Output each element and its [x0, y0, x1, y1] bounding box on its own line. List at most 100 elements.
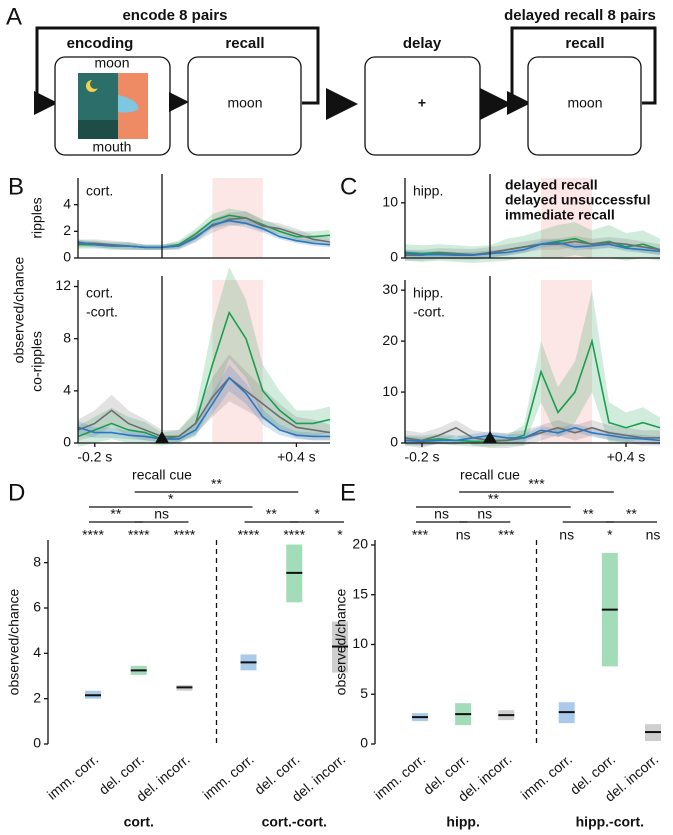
significance: ****	[283, 527, 305, 543]
y-tick-label: 0	[390, 434, 398, 450]
y-tick-label: 10	[352, 635, 368, 651]
loop-line	[35, 26, 320, 105]
category-label: imm. corr.	[371, 751, 428, 803]
series-line	[77, 219, 331, 249]
box-title: encoding	[67, 35, 134, 52]
bracket-label: **	[626, 506, 637, 522]
y-tick-label: 15	[352, 585, 368, 601]
cue-marker	[155, 431, 169, 443]
y-tick-label: 5	[360, 685, 368, 701]
significance: ****	[128, 527, 150, 543]
subplot-label: hipp.	[413, 285, 443, 301]
series-line	[77, 310, 331, 440]
y-tick-label: 4	[33, 644, 41, 660]
significance: ****	[174, 527, 196, 543]
error-band	[405, 290, 660, 447]
group-label: hipp.-cort.	[576, 814, 644, 830]
group-label: hipp.	[446, 814, 479, 830]
bracket-label: **	[211, 476, 222, 492]
group-label: cort.-cort.	[262, 814, 327, 830]
box-title: recall	[225, 35, 264, 52]
box-title: delay	[403, 35, 442, 52]
loop-line	[510, 26, 657, 105]
subplot-label: -cort.	[413, 304, 445, 320]
category-label: imm. corr.	[199, 751, 256, 803]
x-tick-label: -0.2 s	[77, 449, 112, 465]
subplot-label: -cort.	[86, 304, 118, 320]
subplot-label: cort.	[86, 285, 113, 301]
y-tick-label: 20	[382, 332, 398, 348]
series-line	[404, 241, 661, 257]
error-band	[78, 208, 330, 250]
bracket-label: ns	[154, 506, 169, 522]
cue-label: recall cue	[132, 467, 192, 483]
y-axis-label: ripples	[29, 197, 45, 238]
series-line	[404, 426, 660, 442]
word: mouth	[93, 139, 132, 155]
bracket-label: ***	[528, 476, 545, 492]
error-band	[78, 364, 330, 442]
legend-entry: immediate recall	[505, 207, 615, 223]
panel-letter: C	[340, 173, 357, 200]
y-tick-label: 0	[63, 249, 71, 265]
y-axis-label: observed/chance	[11, 256, 27, 363]
y-tick-label: 10	[382, 194, 398, 210]
series-line	[77, 376, 331, 438]
y-tick-label: 10	[382, 383, 398, 399]
highlight-window	[541, 280, 592, 443]
y-tick-label: 8	[33, 553, 41, 569]
word: moon	[227, 95, 262, 111]
y-tick-label: 4	[63, 195, 71, 211]
y-tick-label: 0	[63, 434, 71, 450]
bracket-label: ns	[434, 506, 449, 522]
loop-label: encode 8 pairs	[122, 7, 227, 24]
significance: ***	[412, 527, 429, 543]
series-line	[77, 376, 330, 440]
significance: *	[337, 527, 343, 543]
illustration	[78, 73, 148, 139]
y-tick-label: 20	[352, 536, 368, 552]
bracket-label: **	[266, 506, 277, 522]
x-tick-label: -0.2 s	[404, 449, 439, 465]
y-tick-label: 30	[382, 281, 398, 297]
panel-letter: E	[340, 479, 356, 506]
subplot-label: hipp.	[413, 183, 443, 199]
x-tick-label: +0.4 s	[277, 449, 316, 465]
y-tick-label: 8	[63, 329, 71, 345]
subplot-label: cort.	[86, 183, 113, 199]
fixation: +	[418, 95, 426, 111]
legend-entry: delayed recall	[505, 177, 598, 193]
bracket-label: ns	[477, 506, 492, 522]
legend-entry: delayed unsuccessful	[505, 192, 651, 208]
y-tick-label: 0	[390, 249, 398, 265]
y-tick-label: 12	[55, 277, 71, 293]
cue-marker	[483, 431, 497, 443]
loop-label: delayed recall 8 pairs	[504, 7, 656, 24]
error-band	[405, 222, 660, 263]
y-axis-label: observed/chance	[6, 588, 22, 695]
category-label: imm. corr.	[44, 751, 101, 803]
word: moon	[567, 95, 602, 111]
x-tick-label: +0.4 s	[607, 449, 646, 465]
word: moon	[94, 55, 129, 71]
significance: ns	[456, 527, 471, 543]
y-tick-label: 0	[33, 735, 41, 751]
bracket-label: **	[583, 506, 594, 522]
error-band	[78, 216, 330, 250]
series-line	[404, 426, 661, 443]
significance: ****	[82, 527, 104, 543]
y-tick-label: 4	[63, 382, 71, 398]
y-tick-label: 2	[63, 222, 71, 238]
significance: ns	[646, 527, 661, 543]
panel-letter: D	[8, 479, 25, 506]
group-label: cort.	[124, 814, 154, 830]
box-title: recall	[565, 35, 604, 52]
panel-letter: A	[6, 3, 22, 30]
bracket-label: **	[488, 491, 499, 507]
significance: *	[607, 527, 613, 543]
cue-label: recall cue	[460, 467, 520, 483]
series-line	[405, 240, 661, 257]
y-axis-label: observed/chance	[333, 588, 349, 695]
bracket-label: *	[168, 491, 174, 507]
